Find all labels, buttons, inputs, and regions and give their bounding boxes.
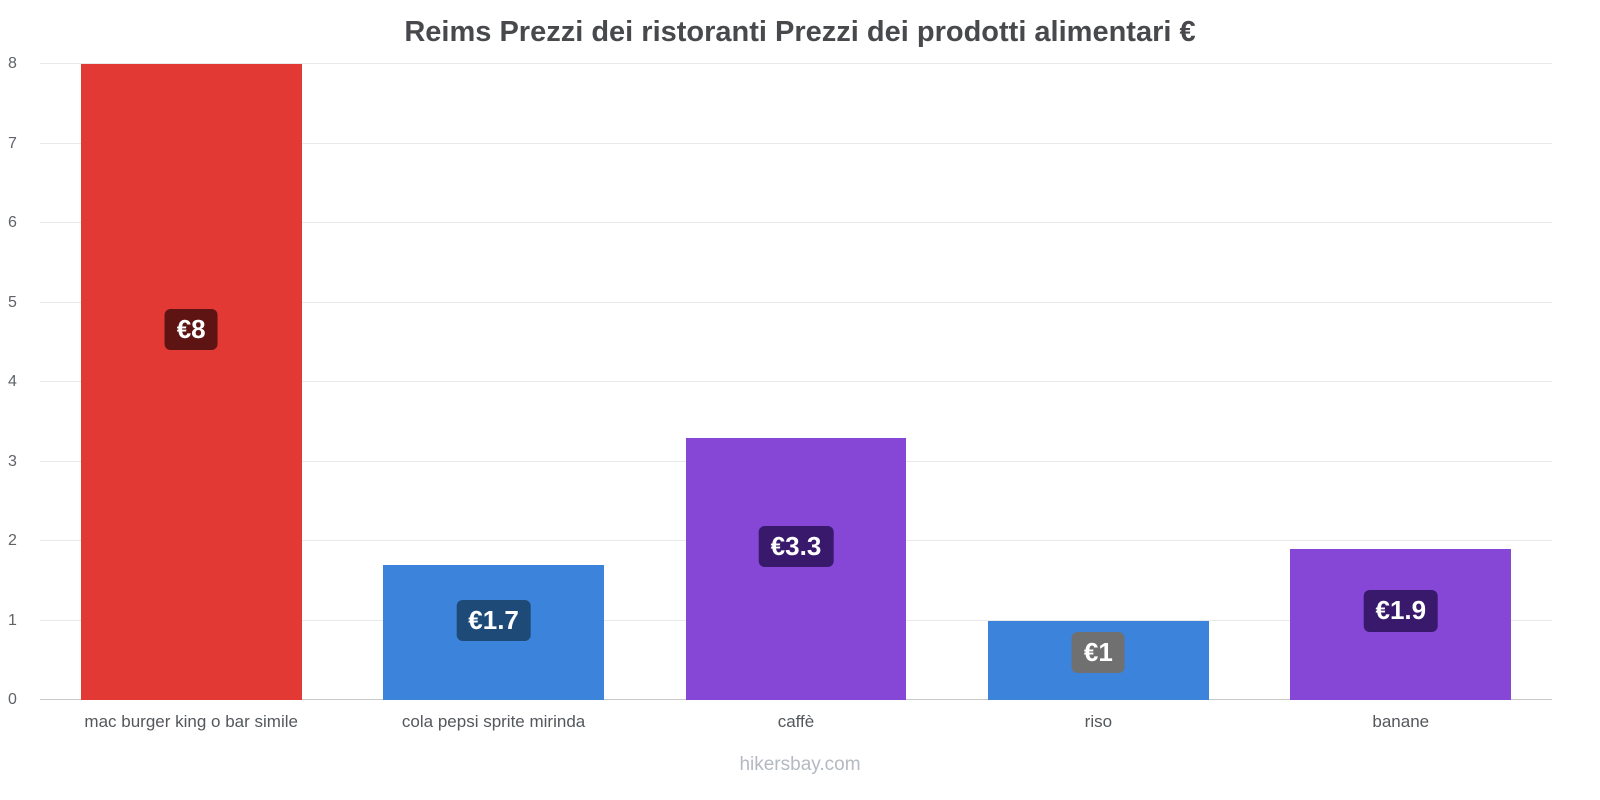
y-axis-tick: 0 xyxy=(8,691,17,708)
y-axis: 0 1 2 3 4 5 6 7 8 xyxy=(8,56,32,708)
y-axis-tick: 8 xyxy=(8,55,17,72)
x-axis-label: banane xyxy=(1372,712,1430,731)
gridline xyxy=(40,142,1552,144)
bar-2: €3.3 xyxy=(685,437,907,700)
x-axis-label: cola pepsi sprite mirinda xyxy=(401,712,586,731)
y-axis-tick: 5 xyxy=(8,293,17,311)
bar-value-label: €1 xyxy=(1071,631,1125,674)
bar-value-label: €8 xyxy=(164,309,218,351)
y-axis-tick: 3 xyxy=(8,452,17,470)
watermark: hikersbay.com xyxy=(739,754,861,775)
gridline xyxy=(40,381,1552,382)
bar-value-label: €1.7 xyxy=(456,599,531,641)
gridline xyxy=(40,301,1552,303)
y-axis-tick: 7 xyxy=(8,134,17,152)
x-axis-labels: mac burger king o bar simile cola pepsi s… xyxy=(40,712,1552,732)
x-axis-label: riso xyxy=(1084,712,1113,731)
gridline xyxy=(40,63,1552,64)
x-axis-label: mac burger king o bar simile xyxy=(84,712,298,731)
chart-title: Reims Prezzi dei ristoranti Prezzi dei p… xyxy=(404,16,1196,48)
bar-value-label: €3.3 xyxy=(758,525,834,568)
y-axis-tick: 2 xyxy=(8,532,17,549)
y-axis-tick: 4 xyxy=(8,373,17,390)
x-axis-label: caffè xyxy=(777,712,815,731)
plot-area: €8 €1.7 €3.3 €1 €1.9 xyxy=(40,63,1552,700)
bar-value-label: €1.9 xyxy=(1363,590,1439,632)
y-axis-tick: 6 xyxy=(8,214,17,231)
bar-4: €1.9 xyxy=(1290,548,1512,700)
gridline xyxy=(40,222,1552,223)
bar-1: €1.7 xyxy=(383,564,604,700)
bar-0: €8 xyxy=(80,64,302,700)
bar-3: €1 xyxy=(988,620,1209,700)
y-axis-tick: 1 xyxy=(8,611,17,629)
